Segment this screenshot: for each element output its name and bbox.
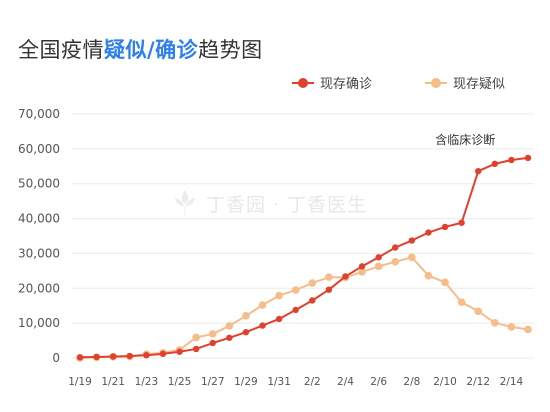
- data-point-suspected: [457, 298, 466, 307]
- data-point-suspected: [391, 257, 400, 266]
- data-point-confirmed: [242, 329, 250, 336]
- data-point-suspected: [192, 333, 200, 342]
- y-tick-label: 50,000: [18, 177, 60, 191]
- data-point-confirmed: [392, 244, 399, 251]
- legend-item-suspected[interactable]: 现存疑似: [425, 73, 505, 92]
- data-point-suspected: [507, 323, 516, 331]
- data-point-confirmed: [342, 273, 349, 280]
- x-tick-label: 2/6: [370, 376, 387, 388]
- x-tick-label: 2/2: [304, 376, 321, 388]
- y-tick-label: 70,000: [18, 107, 60, 121]
- y-tick-label: 40,000: [18, 212, 60, 226]
- watermark: 丁香园 · 丁香医生: [172, 188, 367, 218]
- legend-marker-suspected: [431, 77, 441, 88]
- data-point-suspected: [242, 312, 250, 320]
- data-point-confirmed: [475, 167, 482, 175]
- data-point-confirmed: [441, 223, 449, 231]
- data-point-suspected: [491, 318, 499, 327]
- y-tick-label: 30,000: [18, 246, 60, 260]
- title-separator: /: [147, 38, 156, 62]
- series-line-confirmed: [79, 156, 529, 359]
- y-axis: 0 10,000 20,000 30,000 40,000 50,000 60,000 70,…: [18, 107, 60, 365]
- data-point-confirmed: [93, 353, 100, 361]
- title-highlight-confirmed: 确诊: [155, 38, 199, 62]
- data-point-suspected: [474, 307, 483, 316]
- legend-line-suspected: [425, 77, 447, 88]
- y-tick-label: 0: [52, 351, 60, 365]
- x-tick-label: 1/29: [234, 376, 258, 388]
- data-point-suspected: [424, 271, 433, 280]
- x-tick-label: 1/31: [267, 376, 291, 388]
- data-point-confirmed: [176, 348, 183, 355]
- data-point-confirmed: [508, 156, 515, 164]
- x-tick-label: 1/19: [68, 376, 92, 388]
- data-point-confirmed: [425, 229, 432, 236]
- legend-label-confirmed: 现存确诊: [320, 77, 373, 92]
- data-point-confirmed: [76, 354, 84, 361]
- data-point-confirmed: [226, 334, 233, 341]
- legend-label-suspected: 现存疑似: [453, 77, 506, 92]
- data-point-confirmed: [524, 154, 532, 162]
- data-point-suspected: [258, 301, 267, 309]
- data-point-confirmed: [408, 237, 416, 244]
- data-point-confirmed: [143, 352, 150, 359]
- data-point-suspected: [275, 291, 283, 300]
- y-tick-label: 60,000: [18, 142, 60, 156]
- x-tick-label: 1/21: [101, 376, 125, 388]
- x-tick-label: 2/12: [466, 376, 490, 388]
- y-tick-label: 10,000: [18, 316, 60, 330]
- title-prefix: 全国疫情: [18, 38, 104, 62]
- legend-line-confirmed: [292, 77, 314, 88]
- data-point-confirmed: [491, 160, 499, 168]
- data-point-confirmed: [126, 352, 133, 360]
- x-tick-label: 1/23: [135, 376, 159, 388]
- legend-item-confirmed[interactable]: 现存确诊: [292, 73, 372, 92]
- y-tick-label: 20,000: [18, 281, 60, 295]
- title-highlight-suspected: 疑似: [104, 38, 147, 62]
- data-point-confirmed: [275, 315, 283, 323]
- data-point-confirmed: [159, 350, 167, 358]
- data-point-confirmed: [292, 306, 299, 314]
- series-layer: [76, 154, 532, 362]
- data-point-suspected: [441, 278, 449, 287]
- dxy-logo-icon: [175, 190, 195, 216]
- data-point-suspected: [408, 253, 416, 262]
- data-point-suspected: [524, 325, 532, 334]
- series-line-suspected: [79, 256, 529, 359]
- title-suffix: 趋势图: [198, 38, 263, 62]
- data-point-confirmed: [192, 345, 200, 353]
- x-tick-label: 2/14: [500, 376, 524, 388]
- data-point-suspected: [308, 279, 317, 287]
- data-point-suspected: [225, 322, 234, 330]
- grid-lines: [72, 113, 534, 359]
- series-confirmed: [76, 154, 532, 361]
- data-point-confirmed: [325, 286, 333, 293]
- data-point-suspected: [358, 268, 366, 276]
- x-tick-label: 1/25: [168, 376, 192, 388]
- data-point-confirmed: [209, 339, 216, 347]
- annotation-label: 含临床诊断: [435, 132, 495, 147]
- data-point-confirmed: [309, 297, 316, 304]
- watermark-text: 丁香园 · 丁香医生: [206, 193, 368, 216]
- x-tick-label: 2/4: [337, 376, 354, 388]
- annotations: 含临床诊断: [435, 132, 495, 147]
- x-tick-label: 2/8: [403, 376, 420, 388]
- data-point-suspected: [325, 273, 333, 281]
- data-point-confirmed: [259, 322, 266, 329]
- data-point-confirmed: [375, 254, 382, 261]
- x-axis: 1/19 1/21 1/23 1/25 1/27 1/29 1/31 2/2 2/4 2/6 2/8…: [68, 376, 523, 388]
- data-point-suspected: [291, 286, 300, 294]
- chart-title: 全国疫情疑似/确诊趋势图: [18, 34, 263, 64]
- data-point-suspected: [374, 262, 383, 271]
- x-tick-label: 2/10: [433, 376, 457, 388]
- data-point-confirmed: [109, 353, 117, 360]
- series-suspected: [76, 253, 532, 362]
- data-point-confirmed: [458, 219, 465, 226]
- data-point-confirmed: [358, 263, 366, 270]
- legend-marker-confirmed: [298, 77, 308, 88]
- data-point-suspected: [208, 330, 217, 338]
- x-tick-label: 1/27: [201, 376, 225, 388]
